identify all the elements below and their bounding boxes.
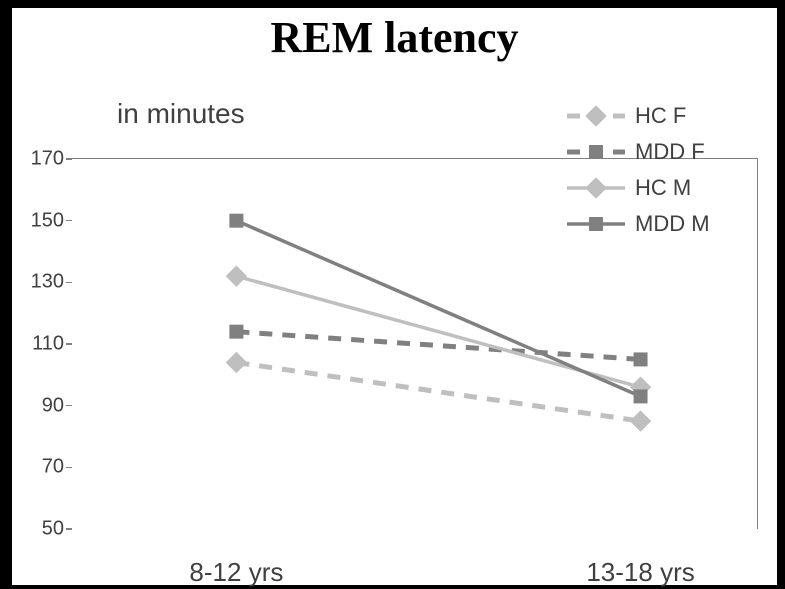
y-tick-mark [66,343,72,345]
y-tick-label: 70 [42,456,64,479]
legend-label: MDD M [635,211,710,237]
legend-label: MDD F [635,139,705,165]
y-tick-mark [66,282,72,284]
y-tick-mark [66,220,72,222]
y-tick-label: 150 [31,209,64,232]
y-tick-label: 130 [31,271,64,294]
x-category-label: 8-12 yrs [189,557,283,588]
y-tick-label: 50 [42,518,64,541]
legend-sample [567,215,625,233]
legend: HC F MDD F HC M MDD M [567,103,710,247]
legend-item: HC M [567,175,710,201]
y-tick-mark [66,405,72,407]
legend-label: HC M [635,175,691,201]
legend-label: HC F [635,103,686,129]
figure-panel: REM latency in minutes 50 70 90 110 130 150 17… [0,0,785,589]
legend-item: MDD F [567,139,710,165]
y-tick-mark [66,158,72,160]
legend-sample [567,107,625,125]
y-tick-label: 110 [32,333,64,356]
y-tick-label: 170 [31,148,64,171]
y-tick-label: 90 [42,394,64,417]
legend-item: MDD M [567,211,710,237]
chart-title: REM latency [12,12,777,63]
y-tick-mark [66,467,72,469]
y-tick-mark [66,528,72,530]
figure-inner: REM latency in minutes 50 70 90 110 130 150 17… [10,6,779,587]
legend-sample [567,179,625,197]
x-category-label: 13-18 yrs [586,557,694,588]
legend-item: HC F [567,103,710,129]
chart-subtitle: in minutes [117,98,245,130]
legend-sample [567,143,625,161]
